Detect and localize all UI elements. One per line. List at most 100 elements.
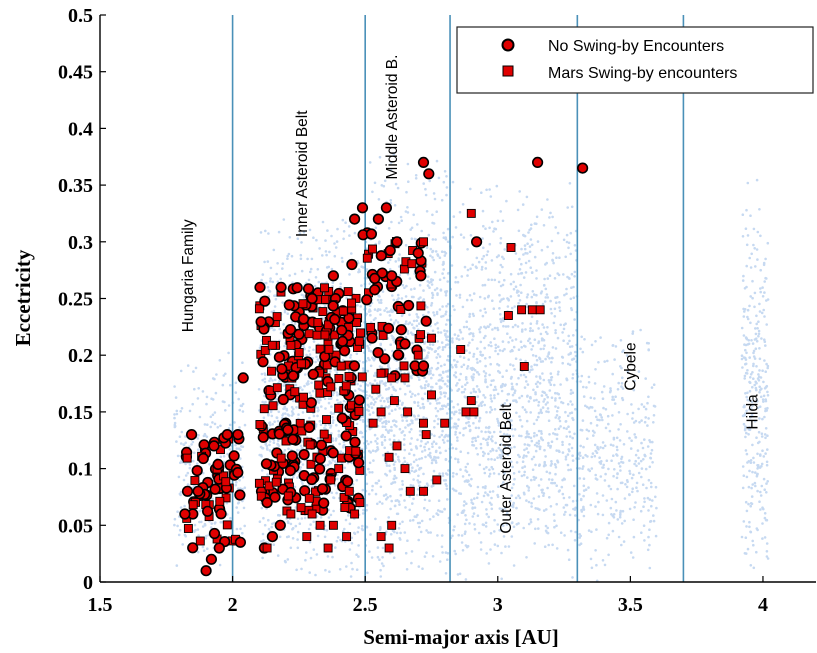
background-asteroid-point <box>763 512 767 515</box>
background-asteroid-point <box>423 386 426 390</box>
background-asteroid-point <box>392 556 396 559</box>
background-asteroid-point <box>621 509 625 513</box>
background-asteroid-point <box>545 508 548 511</box>
background-asteroid-point <box>366 384 370 387</box>
background-asteroid-point <box>509 350 512 353</box>
background-asteroid-point <box>431 373 435 377</box>
background-asteroid-point <box>334 546 337 549</box>
mars-swingby-point <box>419 486 428 496</box>
background-asteroid-point <box>294 524 298 528</box>
background-asteroid-point <box>329 513 333 517</box>
background-asteroid-point <box>393 504 397 508</box>
background-asteroid-point <box>491 299 494 303</box>
background-asteroid-point <box>332 496 335 499</box>
background-asteroid-point <box>463 265 467 269</box>
background-asteroid-point <box>565 240 569 244</box>
background-asteroid-point <box>611 514 615 518</box>
background-asteroid-point <box>484 261 488 264</box>
background-asteroid-point <box>745 509 749 513</box>
background-asteroid-point <box>450 389 454 392</box>
mars-swingby-point <box>298 299 308 309</box>
background-asteroid-point <box>398 387 402 391</box>
background-asteroid-point <box>488 410 492 414</box>
background-asteroid-point <box>510 460 513 464</box>
no-swingby-point <box>379 353 391 365</box>
background-asteroid-point <box>511 339 514 342</box>
background-asteroid-point <box>517 348 521 352</box>
background-asteroid-point <box>299 444 303 448</box>
background-asteroid-point <box>530 457 534 461</box>
background-asteroid-point <box>243 486 247 490</box>
background-asteroid-point <box>486 385 489 389</box>
background-asteroid-point <box>391 294 394 297</box>
background-asteroid-point <box>515 411 518 415</box>
background-asteroid-point <box>439 378 443 382</box>
background-asteroid-point <box>439 364 443 368</box>
background-asteroid-point <box>413 326 416 330</box>
background-asteroid-point <box>532 399 536 402</box>
background-asteroid-point <box>491 220 494 224</box>
mars-swingby-point <box>535 305 545 315</box>
background-asteroid-point <box>609 443 613 447</box>
background-asteroid-point <box>269 326 272 330</box>
background-asteroid-point <box>633 379 636 383</box>
background-asteroid-point <box>654 485 658 489</box>
background-asteroid-point <box>275 398 278 401</box>
background-asteroid-point <box>458 411 461 415</box>
background-asteroid-point <box>376 502 379 506</box>
background-asteroid-point <box>425 482 429 486</box>
background-asteroid-point <box>476 453 480 456</box>
background-asteroid-point <box>579 380 582 383</box>
background-asteroid-point <box>557 427 561 431</box>
background-asteroid-point <box>381 290 385 293</box>
background-asteroid-point <box>412 453 416 457</box>
background-asteroid-point <box>422 298 426 301</box>
background-asteroid-point <box>507 341 510 344</box>
background-asteroid-point <box>481 209 485 213</box>
background-asteroid-point <box>376 546 380 549</box>
background-asteroid-point <box>474 439 478 443</box>
background-asteroid-point <box>273 420 276 424</box>
background-asteroid-point <box>760 311 764 315</box>
no-swingby-point <box>186 429 198 441</box>
background-asteroid-point <box>263 380 267 384</box>
background-asteroid-point <box>445 329 449 333</box>
background-asteroid-point <box>490 259 494 262</box>
background-asteroid-point <box>554 397 557 400</box>
background-asteroid-point <box>492 472 496 475</box>
background-asteroid-point <box>427 370 431 374</box>
background-asteroid-point <box>467 473 471 477</box>
background-asteroid-point <box>397 265 401 268</box>
no-swingby-point <box>395 324 407 336</box>
no-swingby-point <box>306 292 318 305</box>
background-asteroid-point <box>524 359 527 363</box>
background-asteroid-point <box>241 475 245 479</box>
background-asteroid-point <box>743 405 746 409</box>
background-asteroid-point <box>404 320 408 323</box>
background-asteroid-point <box>640 531 643 534</box>
background-asteroid-point <box>269 280 272 283</box>
background-asteroid-point <box>273 305 277 308</box>
region-label: Inner Asteroid Belt <box>294 110 311 237</box>
background-asteroid-point <box>559 323 562 327</box>
background-asteroid-point <box>423 349 426 352</box>
background-asteroid-point <box>397 458 400 461</box>
y-tick-label: 0.45 <box>58 62 93 84</box>
no-swingby-point <box>306 473 318 486</box>
background-asteroid-point <box>623 497 627 500</box>
background-asteroid-point <box>625 354 629 357</box>
background-asteroid-point <box>444 472 448 475</box>
background-asteroid-point <box>615 436 619 440</box>
background-asteroid-point <box>238 478 241 482</box>
background-asteroid-point <box>440 250 444 253</box>
mars-swingby-point <box>296 503 306 513</box>
background-asteroid-point <box>626 430 629 433</box>
background-asteroid-point <box>590 343 594 347</box>
background-asteroid-point <box>435 310 439 314</box>
background-asteroid-point <box>265 444 269 448</box>
background-asteroid-point <box>506 297 509 300</box>
mars-swingby-point <box>344 486 354 496</box>
background-asteroid-point <box>383 438 387 442</box>
background-asteroid-point <box>470 298 474 302</box>
background-asteroid-point <box>499 320 503 324</box>
